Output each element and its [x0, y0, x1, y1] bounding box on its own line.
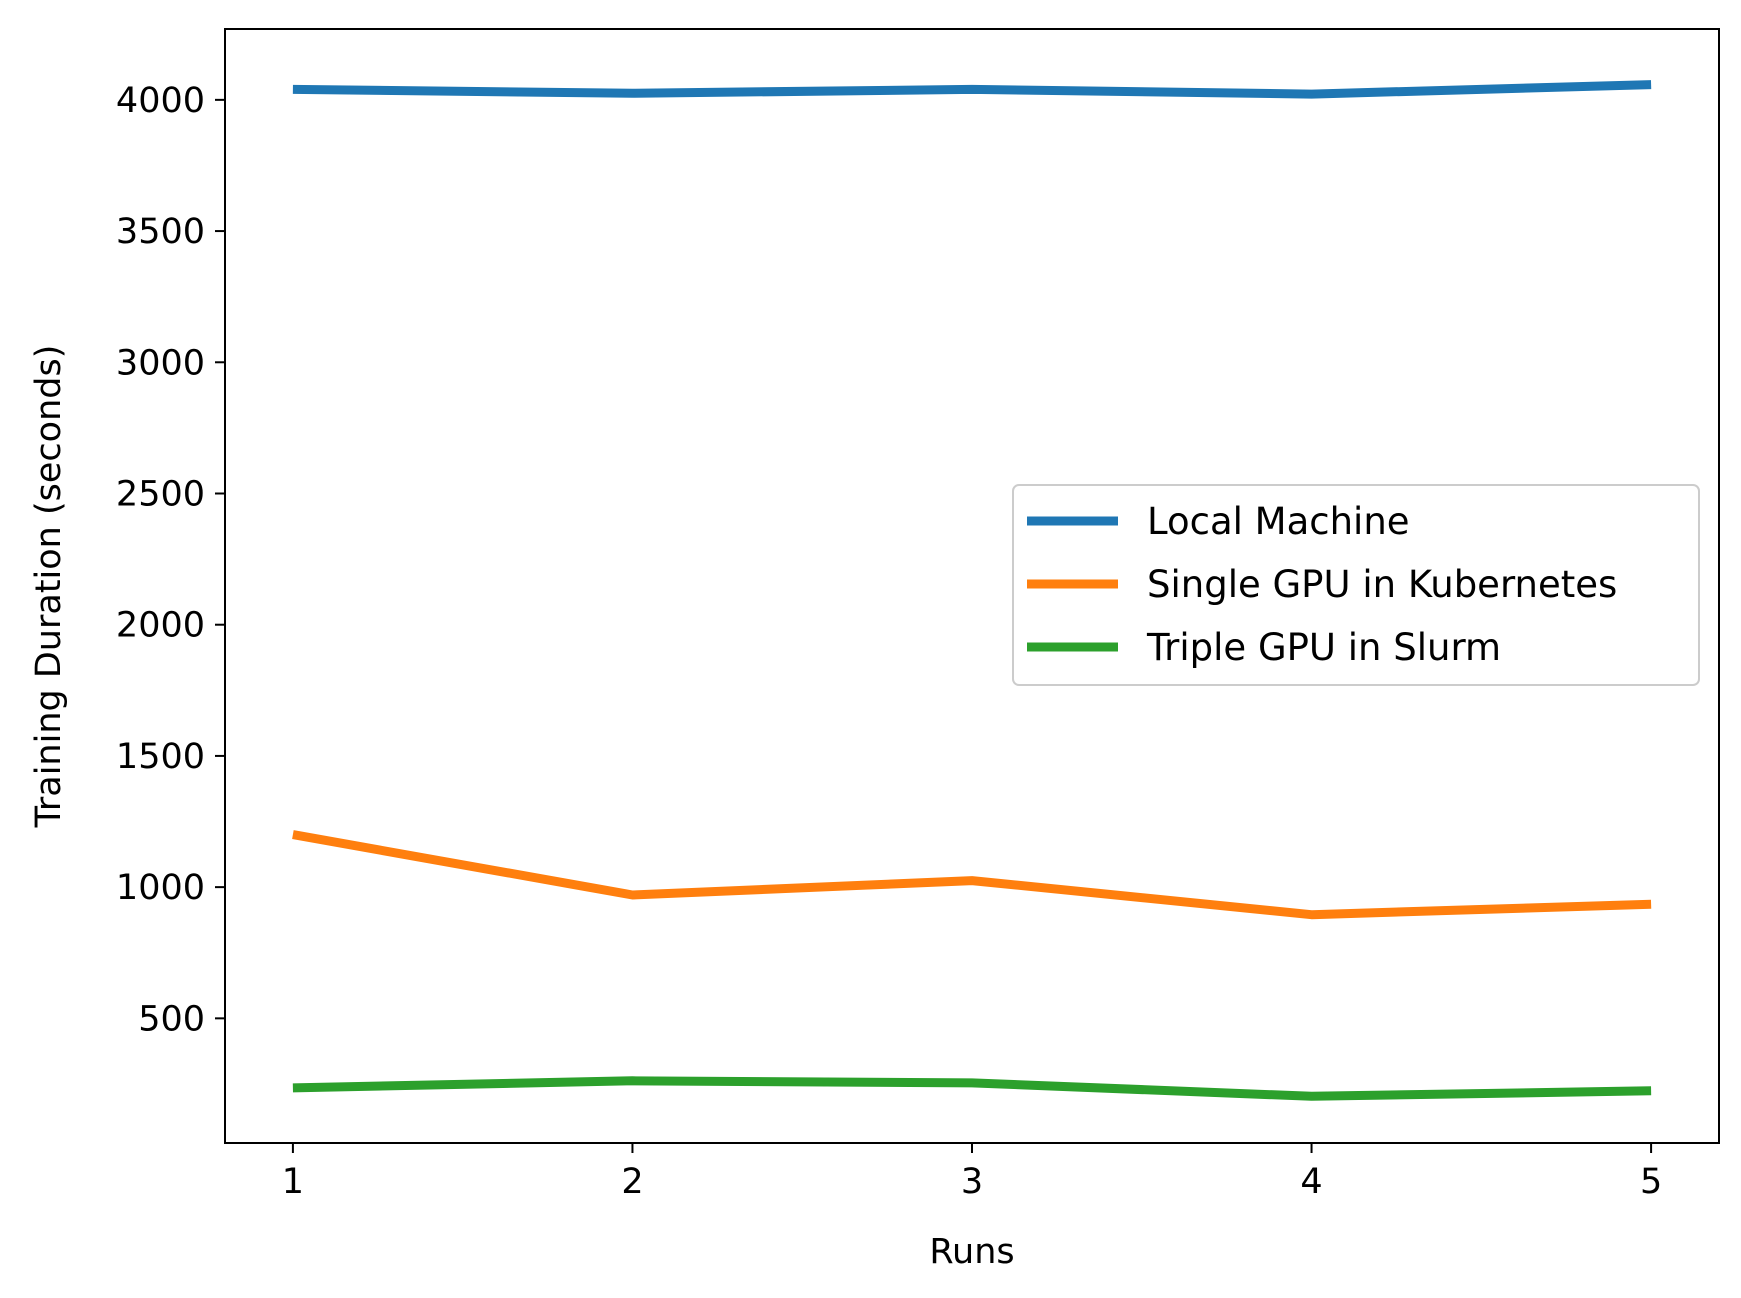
y-axis-ticks: 500 1000 1500 2000 2500 3000 3500 4000: [116, 81, 225, 1039]
x-axis-label: Runs: [929, 1232, 1014, 1272]
x-tick-label: 1: [282, 1162, 304, 1202]
y-tick-label: 500: [138, 999, 205, 1039]
x-tick-label: 2: [621, 1162, 643, 1202]
x-tick-label: 3: [961, 1162, 983, 1202]
y-tick-label: 1000: [116, 868, 205, 908]
y-tick-label: 3000: [116, 343, 205, 383]
series-layer: [292, 80, 1652, 1101]
legend-label-triple-gpu-slurm: Triple GPU in Slurm: [1146, 626, 1501, 669]
y-tick-label: 4000: [116, 81, 205, 121]
y-tick-label: 3500: [116, 212, 205, 252]
x-axis-ticks: 1 2 3 4 5: [282, 1143, 1662, 1202]
series-line-1: [292, 80, 1652, 99]
series-line-3: [292, 1076, 1652, 1101]
y-tick-label: 1500: [116, 737, 205, 777]
x-tick-label: 4: [1300, 1162, 1322, 1202]
legend: Local Machine Single GPU in Kubernetes T…: [1012, 484, 1700, 686]
y-tick-label: 2500: [116, 474, 205, 514]
y-tick-label: 2000: [116, 606, 205, 646]
x-tick-label: 5: [1640, 1162, 1662, 1202]
legend-label-local-machine: Local Machine: [1147, 500, 1410, 543]
series-line-2: [292, 830, 1652, 920]
y-axis-label: Training Duration (seconds): [29, 345, 69, 829]
legend-label-single-gpu-kubernetes: Single GPU in Kubernetes: [1147, 563, 1617, 606]
legend-box: [1012, 484, 1700, 686]
